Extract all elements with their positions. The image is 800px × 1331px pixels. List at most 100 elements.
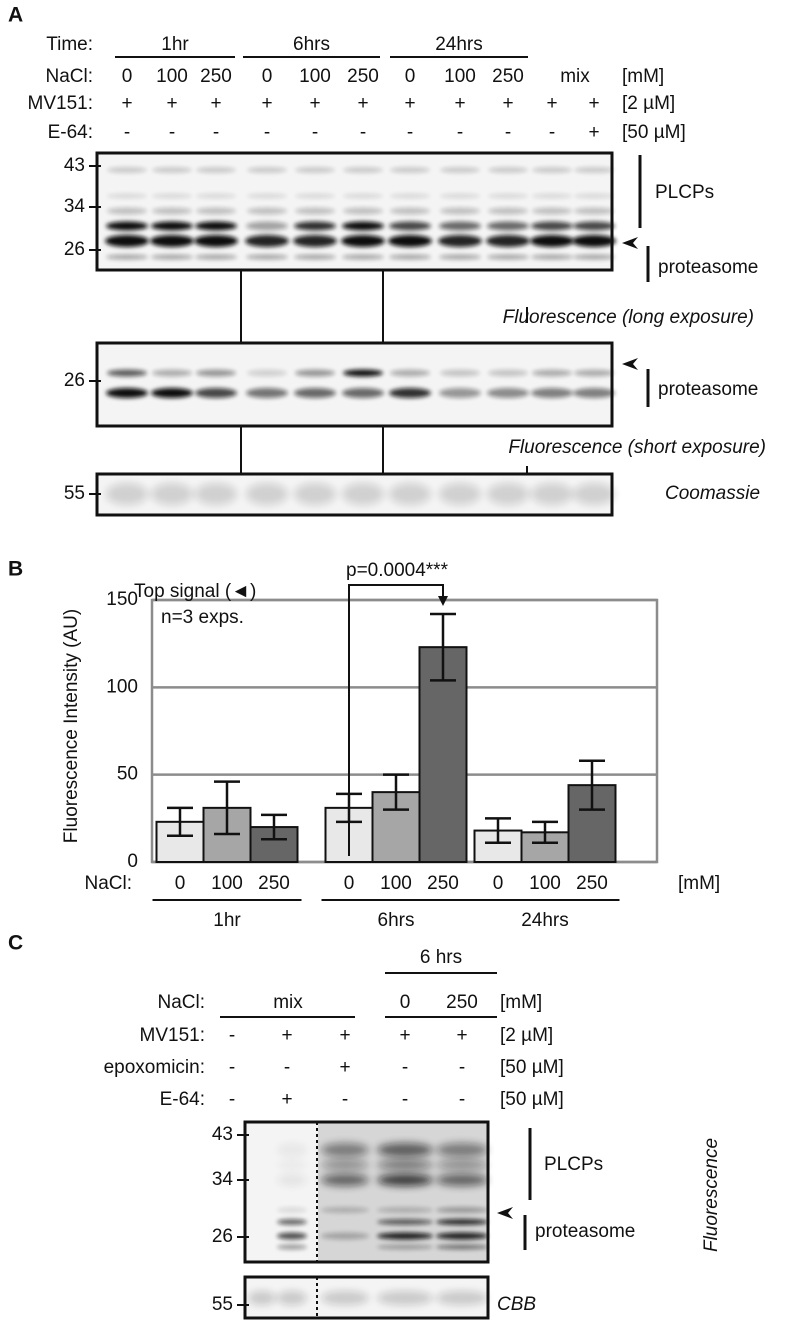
band-label: PLCPs [655,182,714,203]
band [247,207,287,215]
band [531,388,573,398]
significance-label: p=0.0004*** [346,560,449,581]
band [321,1232,369,1240]
lane-label: + [456,1025,467,1046]
band [488,207,528,215]
marker-label: 43 [212,1124,233,1145]
band [342,483,384,505]
lane-label: - [229,1025,235,1046]
band [389,388,431,398]
band [487,388,529,398]
lane-label: - [402,1057,408,1078]
band [321,1207,369,1213]
lane-label: + [588,122,599,143]
band [487,221,529,231]
lane-label: 0 [122,66,133,87]
caption: Fluorescence (long exposure) [503,307,754,328]
band [107,369,147,377]
band [277,1291,307,1305]
caption: Fluorescence (short exposure) [508,437,766,458]
band [488,369,528,377]
band [439,221,481,231]
band [531,254,573,260]
arrowhead [622,237,638,249]
band [295,167,335,173]
band [486,235,530,247]
band [532,369,572,377]
marker-label: 34 [212,1169,234,1190]
band [573,483,615,505]
band-label: PLCPs [544,1154,603,1175]
lane-label: + [502,93,513,114]
lane-label: 250 [446,992,478,1013]
band [247,369,287,377]
band [574,193,614,199]
y-tick-label: 100 [106,676,138,697]
band [277,1219,307,1225]
band [293,235,337,247]
x-tick-label: 0 [344,873,355,894]
y-tick-label: 50 [117,764,138,785]
band [106,483,148,505]
lane-label: + [399,1025,410,1046]
arrowhead [622,358,638,370]
error-bar [532,820,558,845]
band [196,369,236,377]
bar [418,646,468,863]
y-tick-label: 0 [127,851,138,872]
lane-label: 0 [262,66,273,87]
band [195,483,237,505]
lane-label: + [546,93,557,114]
band [439,483,481,505]
band [107,167,147,173]
band [195,388,237,398]
lane-label: - [457,122,463,143]
error-bar [214,780,240,836]
x-tick-label: 100 [529,873,561,894]
band [343,369,383,377]
band [294,221,336,231]
unit-label: [50 µM] [622,122,686,143]
band [343,167,383,173]
lane-label: - [229,1057,235,1078]
band [295,369,335,377]
significance-bracket [348,584,444,856]
band [574,167,614,173]
lane-label: + [339,1025,350,1046]
band [440,207,480,215]
lane-label: - [407,122,413,143]
marker-label: 55 [212,1294,233,1315]
band [436,1232,488,1240]
band [377,1207,433,1213]
band [247,193,287,199]
band [106,221,148,231]
band [277,1174,307,1186]
bar [567,784,617,863]
band [321,1160,369,1170]
lane-label: - [264,122,270,143]
lane-label: - [312,122,318,143]
band [151,388,193,398]
caption: Coomassie [665,483,760,504]
lane-label: + [121,93,132,114]
band [389,483,431,505]
x-tick-label: 0 [175,873,186,894]
band [152,193,192,199]
band [152,207,192,215]
band [195,221,237,231]
group-label: 1hr [213,910,241,931]
band [573,221,615,231]
band [530,235,574,247]
lane-label: 250 [347,66,379,87]
band [342,221,384,231]
band [436,1291,488,1305]
annotation: n=3 exps. [161,607,244,628]
band [440,369,480,377]
band [295,193,335,199]
band [321,1291,369,1305]
lane-label: 100 [444,66,476,87]
group-label: 24hrs [521,910,569,931]
lane-label: - [124,122,130,143]
band [106,254,148,260]
